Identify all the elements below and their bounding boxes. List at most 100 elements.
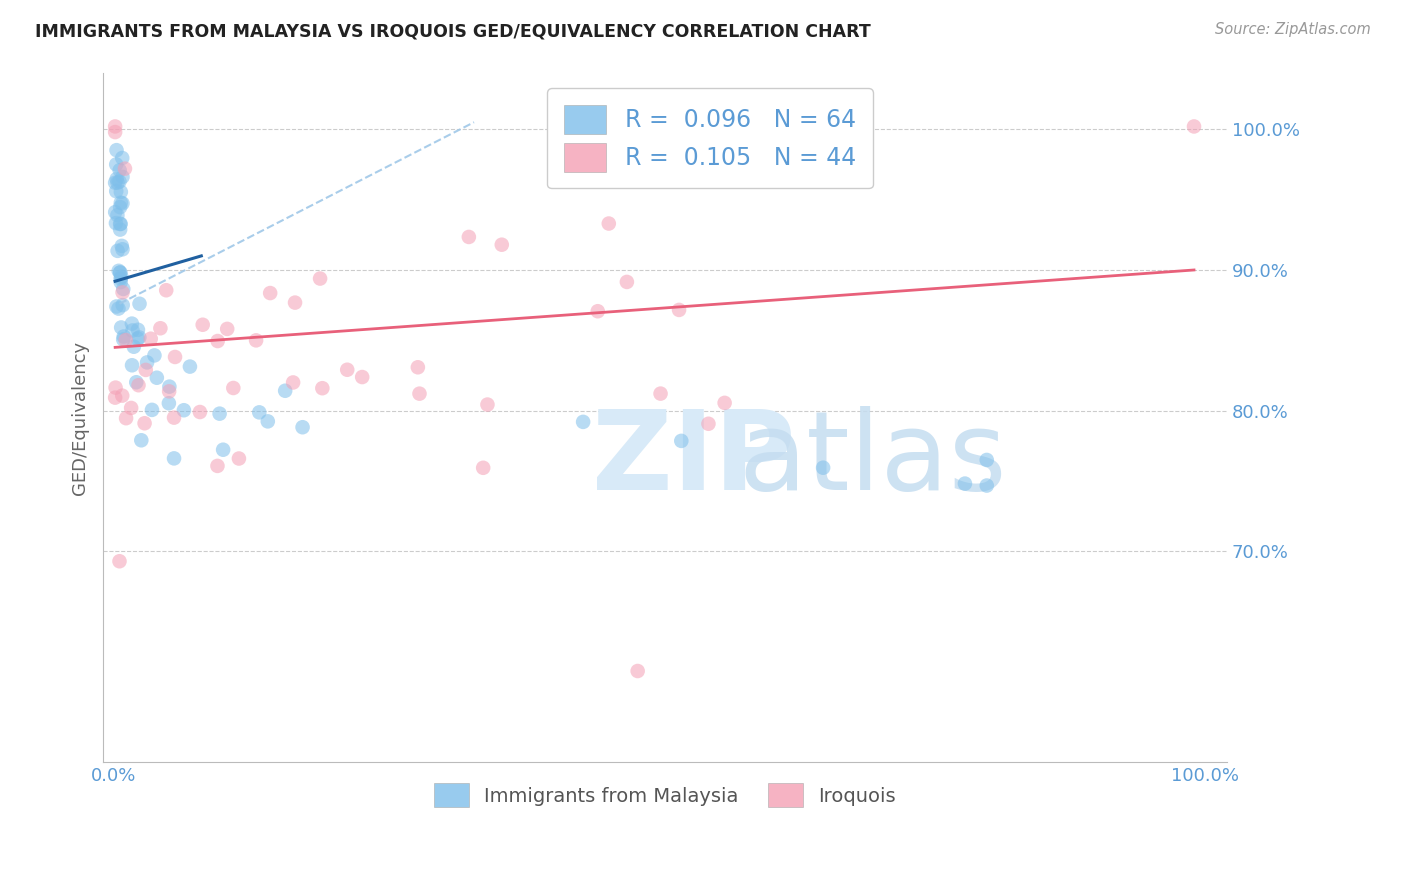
Point bbox=[291, 420, 314, 434]
Point bbox=[284, 295, 307, 310]
Point bbox=[107, 264, 129, 278]
Point bbox=[105, 172, 128, 186]
Point bbox=[111, 389, 134, 403]
Point bbox=[108, 554, 131, 568]
Point bbox=[121, 323, 143, 337]
Point bbox=[105, 300, 128, 314]
Point bbox=[108, 200, 131, 214]
Point bbox=[107, 208, 129, 222]
Point bbox=[104, 205, 127, 219]
Point bbox=[128, 297, 150, 311]
Point bbox=[128, 378, 150, 392]
Point bbox=[212, 442, 235, 457]
Point bbox=[309, 271, 332, 285]
Point bbox=[336, 363, 359, 377]
Point bbox=[208, 407, 231, 421]
Point bbox=[108, 265, 131, 279]
Point bbox=[155, 283, 177, 297]
Point bbox=[572, 415, 595, 429]
Point bbox=[157, 384, 180, 399]
Point bbox=[112, 329, 135, 343]
Point bbox=[114, 333, 136, 347]
Point bbox=[245, 334, 267, 348]
Point bbox=[616, 275, 638, 289]
Point bbox=[1182, 120, 1205, 134]
Legend: Immigrants from Malaysia, Iroquois: Immigrants from Malaysia, Iroquois bbox=[426, 775, 904, 814]
Point bbox=[953, 476, 976, 491]
Point bbox=[108, 222, 131, 236]
Point bbox=[281, 376, 304, 390]
Point bbox=[671, 434, 693, 448]
Point bbox=[139, 332, 162, 346]
Point bbox=[163, 350, 186, 364]
Point bbox=[115, 411, 138, 425]
Point bbox=[104, 391, 127, 405]
Point bbox=[110, 217, 132, 231]
Point bbox=[188, 405, 211, 419]
Y-axis label: GED/Equivalency: GED/Equivalency bbox=[72, 341, 89, 495]
Point bbox=[586, 304, 609, 318]
Point bbox=[110, 185, 132, 199]
Point bbox=[104, 176, 127, 190]
Point bbox=[131, 434, 153, 448]
Point bbox=[112, 282, 135, 296]
Point bbox=[143, 348, 166, 362]
Point bbox=[146, 370, 169, 384]
Point bbox=[247, 405, 270, 419]
Point bbox=[108, 217, 131, 231]
Point bbox=[976, 453, 998, 467]
Point bbox=[111, 285, 134, 300]
Point bbox=[697, 417, 720, 431]
Point bbox=[121, 358, 143, 372]
Point bbox=[228, 451, 250, 466]
Point bbox=[111, 169, 134, 184]
Point bbox=[408, 386, 430, 401]
Point bbox=[120, 401, 142, 415]
Point bbox=[406, 360, 429, 375]
Point bbox=[114, 161, 136, 176]
Text: ZIP: ZIP bbox=[592, 406, 796, 513]
Point bbox=[111, 151, 134, 165]
Point bbox=[472, 460, 495, 475]
Point bbox=[976, 478, 998, 492]
Point bbox=[811, 460, 834, 475]
Point bbox=[491, 237, 513, 252]
Point bbox=[111, 242, 134, 256]
Point bbox=[112, 333, 135, 347]
Point bbox=[121, 317, 143, 331]
Point bbox=[128, 330, 150, 344]
Point bbox=[191, 318, 214, 332]
Point bbox=[105, 143, 128, 157]
Point bbox=[457, 230, 479, 244]
Point bbox=[598, 217, 620, 231]
Point bbox=[108, 175, 131, 189]
Point bbox=[207, 334, 229, 348]
Point bbox=[256, 414, 278, 428]
Point bbox=[352, 370, 374, 384]
Point bbox=[627, 664, 650, 678]
Point bbox=[125, 376, 148, 390]
Point bbox=[111, 239, 134, 253]
Point bbox=[122, 340, 145, 354]
Point bbox=[107, 301, 129, 316]
Text: atlas: atlas bbox=[738, 406, 1007, 513]
Point bbox=[207, 458, 229, 473]
Point bbox=[110, 275, 132, 289]
Point bbox=[259, 286, 281, 301]
Text: Source: ZipAtlas.com: Source: ZipAtlas.com bbox=[1215, 22, 1371, 37]
Point bbox=[217, 322, 239, 336]
Point bbox=[157, 396, 180, 410]
Point bbox=[173, 403, 195, 417]
Point bbox=[105, 184, 128, 198]
Point bbox=[111, 196, 134, 211]
Point bbox=[179, 359, 201, 374]
Point bbox=[149, 321, 172, 335]
Point bbox=[110, 266, 132, 280]
Point bbox=[477, 398, 499, 412]
Point bbox=[104, 381, 127, 395]
Point bbox=[108, 163, 131, 178]
Point bbox=[107, 244, 129, 258]
Point bbox=[110, 269, 132, 284]
Point bbox=[141, 403, 163, 417]
Point bbox=[110, 271, 132, 285]
